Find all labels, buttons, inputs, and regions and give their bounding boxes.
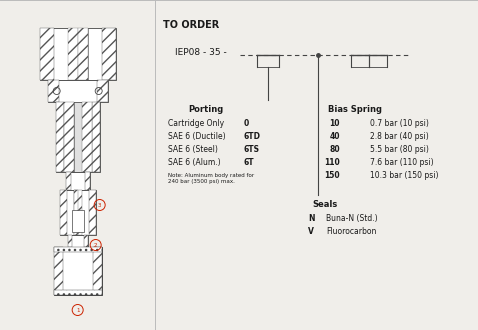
Bar [68,28,77,80]
Text: 10: 10 [329,119,340,128]
Text: V: V [308,227,314,236]
Text: 2: 2 [94,243,98,248]
Bar [65,172,71,190]
Bar [60,190,66,235]
Bar [40,28,116,80]
Text: 6T: 6T [243,158,254,167]
Text: 6TD: 6TD [243,132,261,141]
Text: 0: 0 [243,119,249,128]
Bar [54,290,102,295]
Bar [64,102,74,172]
Bar [48,80,108,102]
Bar [85,172,90,190]
Bar [74,190,77,235]
Bar [40,28,54,80]
Text: 150: 150 [325,171,340,180]
Bar [68,28,87,80]
Bar [68,235,72,247]
Text: Cartridge Only: Cartridge Only [168,119,225,128]
Bar [74,190,82,235]
Text: 1: 1 [76,308,79,313]
Text: Buna-N (Std.): Buna-N (Std.) [326,214,378,223]
Bar [68,235,87,247]
Bar [54,247,63,295]
Bar [54,247,102,295]
Text: Bias Spring: Bias Spring [328,105,382,114]
Text: 2.8 bar (40 psi): 2.8 bar (40 psi) [370,132,429,141]
Bar [77,28,87,80]
Text: 0.7 bar (10 psi): 0.7 bar (10 psi) [370,119,429,128]
Bar [74,102,82,172]
Bar [48,80,59,102]
Text: SAE 6 (Alum.): SAE 6 (Alum.) [168,158,221,167]
Bar [65,172,90,190]
Text: 110: 110 [324,158,340,167]
Bar [82,102,92,172]
Text: 80: 80 [329,145,340,154]
Text: Porting: Porting [189,105,224,114]
Bar [89,190,96,235]
Text: IEP08 - 35 -: IEP08 - 35 - [175,48,227,57]
Text: 7.6 bar (110 psi): 7.6 bar (110 psi) [370,158,434,167]
Bar [60,190,96,235]
Bar [55,102,64,172]
Text: 3: 3 [98,203,101,208]
Bar [92,102,100,172]
Bar [93,247,102,295]
Text: Note: Aluminum body rated for
240 bar (3500 psi) max.: Note: Aluminum body rated for 240 bar (3… [168,173,254,184]
Bar [54,247,102,252]
Text: N: N [308,214,315,223]
Bar [84,235,87,247]
Text: 10.3 bar (150 psi): 10.3 bar (150 psi) [370,171,438,180]
Text: 40: 40 [329,132,340,141]
Text: SAE 6 (Ductile): SAE 6 (Ductile) [168,132,226,141]
Text: 5.5 bar (80 psi): 5.5 bar (80 psi) [370,145,429,154]
Text: SAE 6 (Steel): SAE 6 (Steel) [168,145,218,154]
Bar [97,80,108,102]
Bar [55,102,100,172]
Bar [72,210,84,232]
Text: Seals: Seals [312,200,337,209]
Text: 6TS: 6TS [243,145,260,154]
Text: TO ORDER: TO ORDER [163,20,219,30]
Bar [102,28,116,80]
Text: Fluorocarbon: Fluorocarbon [326,227,376,236]
